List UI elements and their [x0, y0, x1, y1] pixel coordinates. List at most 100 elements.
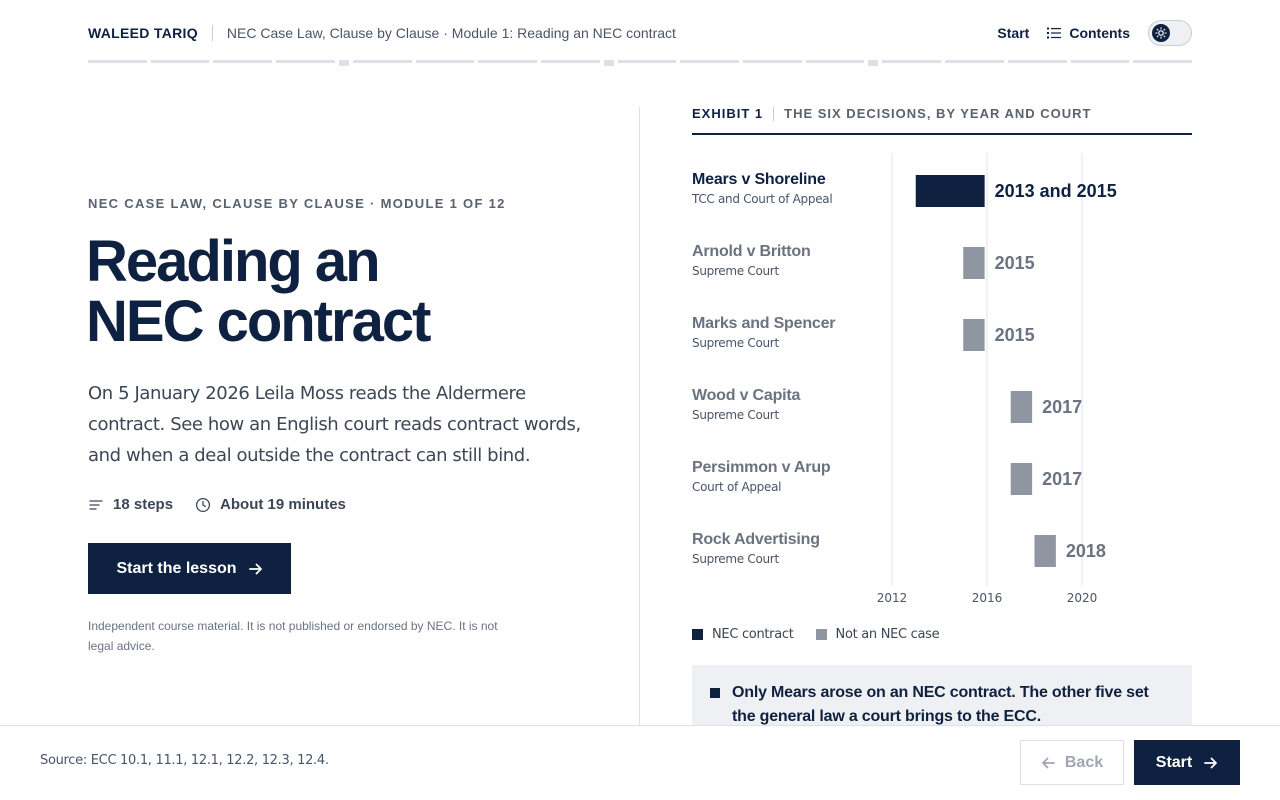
progress-segment: [415, 60, 475, 63]
arrow-left-icon: [1041, 757, 1055, 768]
lesson-meta: 18 steps About 19 minutes: [88, 496, 368, 513]
column-divider: [639, 107, 640, 725]
exhibit-callout: Only Mears arose on an NEC contract. The…: [692, 665, 1192, 725]
decision-bar: [1010, 463, 1033, 495]
legend-label-other: Not an NEC case: [835, 627, 940, 642]
decision-bar: [915, 175, 985, 207]
next-button[interactable]: Start: [1134, 740, 1240, 785]
footer-bar: Source: ECC 10.1, 11.1, 12.1, 12.2, 12.3…: [0, 725, 1280, 800]
progress-segment: [540, 60, 600, 63]
top-bar: WALEED TARIQ NEC Case Law, Clause by Cla…: [88, 20, 1192, 46]
legend-label-nec: NEC contract: [712, 627, 794, 642]
progress-segment: [617, 60, 677, 63]
legend-swatch-other: [815, 629, 827, 640]
steps-label: 18 steps: [113, 496, 174, 513]
progress-segment: [150, 60, 210, 63]
arrow-right-icon: [248, 563, 262, 574]
year-label: 2017: [1042, 469, 1082, 489]
theme-toggle[interactable]: [1148, 20, 1192, 46]
exhibit-title: THE SIX DECISIONS, BY YEAR AND COURT: [784, 106, 1092, 121]
court-name: Supreme Court: [692, 552, 779, 566]
case-label: Wood v Capita Supreme Court: [692, 387, 800, 422]
case-name: Marks and Spencer: [692, 315, 836, 332]
x-tick-label: 2012: [877, 591, 908, 605]
progress-segment: [478, 60, 537, 63]
breadcrumb: NEC Case Law, Clause by Clause · Module …: [226, 25, 676, 41]
progress-segment: [1070, 60, 1130, 63]
case-label: Mears v Shoreline TCC and Court of Appeal: [692, 171, 833, 206]
brand-name[interactable]: WALEED TARIQ: [88, 25, 198, 41]
progress-marker: [338, 60, 349, 66]
duration: About 19 minutes: [195, 496, 346, 513]
progress-segment: [680, 60, 740, 63]
case-label: Arnold v Britton Supreme Court: [692, 243, 811, 278]
header-actions: Start Contents: [997, 20, 1192, 46]
progress-segment: [882, 60, 942, 63]
steps-icon: [89, 499, 103, 510]
decision-bar: [1034, 535, 1056, 567]
court-name: TCC and Court of Appeal: [692, 192, 833, 206]
start-link[interactable]: Start: [997, 25, 1030, 41]
court-name: Supreme Court: [692, 408, 779, 422]
progress-segment: [743, 60, 802, 63]
decisions-chart-svg: 2012 2016 2020 2013 and 2015 2015 2015 2017 201…: [877, 153, 1117, 605]
disclaimer: Independent course material. It is not p…: [88, 619, 498, 653]
lesson-progress: [88, 60, 1192, 66]
court-name: Supreme Court: [692, 264, 779, 278]
source-note: Source: ECC 10.1, 11.1, 12.1, 12.2, 12.3…: [40, 753, 329, 768]
progress-segment: [945, 60, 1004, 63]
module-eyebrow: NEC CASE LAW, CLAUSE BY CLAUSE · MODULE …: [88, 196, 506, 211]
back-label: Back: [1064, 753, 1104, 771]
steps-count: 18 steps: [88, 496, 173, 513]
title-line-2: NEC contract: [86, 289, 431, 354]
case-label: Persimmon v Arup Court of Appeal: [692, 459, 831, 494]
x-tick-label: 2016: [972, 591, 1003, 605]
decision-bar: [1010, 391, 1033, 423]
legend-swatch-nec: [692, 629, 703, 640]
list-icon: [1047, 27, 1062, 39]
duration-label: About 19 minutes: [220, 496, 346, 513]
legend-item-nec: NEC contract: [692, 627, 794, 642]
progress-segment: [1007, 60, 1067, 63]
x-tick-label: 2020: [1067, 591, 1098, 605]
chart-legend: NEC contract Not an NEC case: [692, 627, 961, 642]
case-label: Marks and Spencer Supreme Court: [692, 315, 836, 350]
start-lesson-label: Start the lesson: [116, 559, 237, 577]
progress-segment: [88, 60, 147, 63]
back-button[interactable]: Back: [1020, 740, 1124, 785]
contents-label: Contents: [1069, 25, 1130, 41]
lesson-summary: On 5 January 2026 Leila Moss reads the A…: [88, 383, 581, 466]
decision-bar: [963, 247, 985, 279]
year-label: 2017: [1042, 397, 1082, 417]
start-lesson-button[interactable]: Start the lesson: [88, 543, 291, 594]
progress-segment: [276, 60, 335, 63]
clock-icon: [195, 497, 211, 512]
decisions-chart: 2012 2016 2020 2013 and 2015 2015 2015 2017 201…: [692, 150, 1192, 610]
progress-segment: [213, 60, 273, 63]
title-line-1: Reading an: [86, 229, 381, 294]
legend-item-other: Not an NEC case: [815, 627, 940, 642]
year-label: 2013 and 2015: [995, 181, 1117, 201]
arrow-right-icon: [1204, 757, 1218, 768]
case-name: Persimmon v Arup: [692, 459, 831, 476]
exhibit-number: EXHIBIT 1: [692, 106, 764, 121]
case-label: Rock Advertising Supreme Court: [692, 531, 820, 566]
decision-bar: [963, 319, 985, 351]
court-name: Court of Appeal: [692, 480, 782, 494]
year-label: 2015: [995, 253, 1035, 273]
progress-segment: [352, 60, 412, 63]
year-label: 2018: [1066, 541, 1106, 561]
exhibit-header-divider: [773, 107, 775, 121]
exhibit-header: EXHIBIT 1 THE SIX DECISIONS, BY YEAR AND…: [692, 106, 1192, 135]
case-name: Mears v Shoreline: [692, 171, 826, 188]
contents-button[interactable]: Contents: [1047, 25, 1130, 41]
case-name: Arnold v Britton: [692, 243, 811, 260]
progress-segment: [1133, 60, 1192, 63]
header-divider: [211, 25, 213, 41]
progress-marker: [868, 60, 879, 66]
callout-marker: [710, 688, 720, 698]
court-name: Supreme Court: [692, 336, 779, 350]
callout-text: Only Mears arose on an NEC contract. The…: [732, 684, 1149, 725]
page-title: Reading an NEC contract: [86, 232, 606, 352]
progress-marker: [603, 60, 614, 66]
